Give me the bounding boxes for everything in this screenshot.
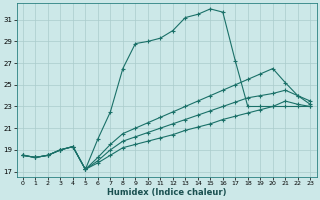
X-axis label: Humidex (Indice chaleur): Humidex (Indice chaleur) xyxy=(107,188,226,197)
